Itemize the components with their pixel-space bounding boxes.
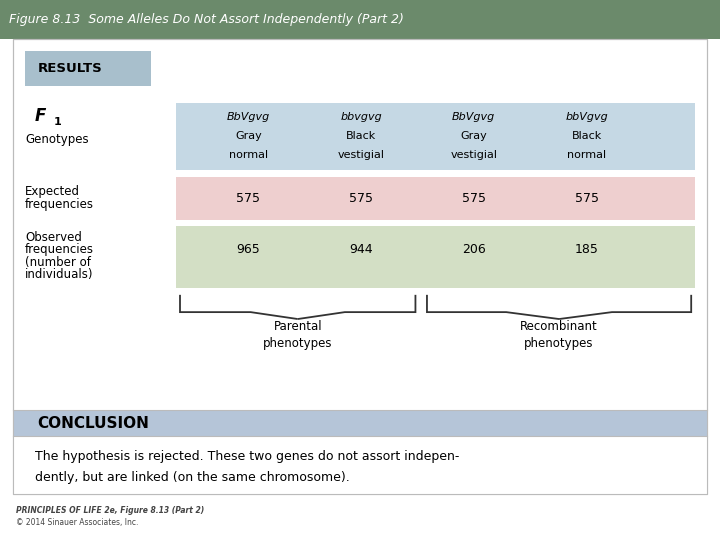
Text: 185: 185 <box>575 244 599 256</box>
Text: © 2014 Sinauer Associates, Inc.: © 2014 Sinauer Associates, Inc. <box>16 518 138 527</box>
Text: Recombinant: Recombinant <box>521 320 598 333</box>
FancyBboxPatch shape <box>176 103 695 170</box>
Text: normal: normal <box>229 150 268 160</box>
Text: 575: 575 <box>462 192 486 205</box>
Text: 1: 1 <box>54 117 62 126</box>
Text: bbVgvg: bbVgvg <box>565 112 608 123</box>
Text: frequencies: frequencies <box>25 198 94 211</box>
Text: Genotypes: Genotypes <box>25 133 89 146</box>
Text: individuals): individuals) <box>25 268 94 281</box>
FancyBboxPatch shape <box>176 226 695 288</box>
Text: Black: Black <box>572 131 602 141</box>
Text: frequencies: frequencies <box>25 244 94 256</box>
Text: Observed: Observed <box>25 231 82 244</box>
FancyBboxPatch shape <box>25 51 151 86</box>
Text: dently, but are linked (on the same chromosome).: dently, but are linked (on the same chro… <box>35 470 349 483</box>
Text: 944: 944 <box>350 244 373 256</box>
FancyBboxPatch shape <box>13 39 707 494</box>
Text: Gray: Gray <box>235 131 262 141</box>
Text: 575: 575 <box>236 192 261 205</box>
Text: normal: normal <box>567 150 606 160</box>
Text: phenotypes: phenotypes <box>524 337 594 350</box>
Text: The hypothesis is rejected. These two genes do not assort indepen-: The hypothesis is rejected. These two ge… <box>35 450 459 463</box>
FancyBboxPatch shape <box>0 0 720 39</box>
Text: vestigial: vestigial <box>450 150 498 160</box>
Text: Expected: Expected <box>25 185 80 198</box>
Text: Figure 8.13  Some Alleles Do Not Assort Independently (Part 2): Figure 8.13 Some Alleles Do Not Assort I… <box>9 13 404 26</box>
FancyBboxPatch shape <box>13 410 707 436</box>
Text: RESULTS: RESULTS <box>37 62 102 76</box>
Text: vestigial: vestigial <box>338 150 385 160</box>
Text: 575: 575 <box>349 192 374 205</box>
Text: 206: 206 <box>462 244 485 256</box>
Text: BbVgvg: BbVgvg <box>452 112 495 123</box>
Text: F: F <box>35 107 46 125</box>
Text: phenotypes: phenotypes <box>263 337 333 350</box>
Text: Parental: Parental <box>274 320 322 333</box>
Text: Gray: Gray <box>460 131 487 141</box>
Text: (number of: (number of <box>25 256 91 269</box>
Text: Black: Black <box>346 131 377 141</box>
Text: 575: 575 <box>575 192 599 205</box>
Text: PRINCIPLES OF LIFE 2e, Figure 8.13 (Part 2): PRINCIPLES OF LIFE 2e, Figure 8.13 (Part… <box>16 506 204 515</box>
Text: bbvgvg: bbvgvg <box>341 112 382 123</box>
Text: 965: 965 <box>237 244 260 256</box>
Text: BbVgvg: BbVgvg <box>227 112 270 123</box>
Text: CONCLUSION: CONCLUSION <box>37 416 149 431</box>
FancyBboxPatch shape <box>13 436 707 494</box>
FancyBboxPatch shape <box>176 177 695 220</box>
